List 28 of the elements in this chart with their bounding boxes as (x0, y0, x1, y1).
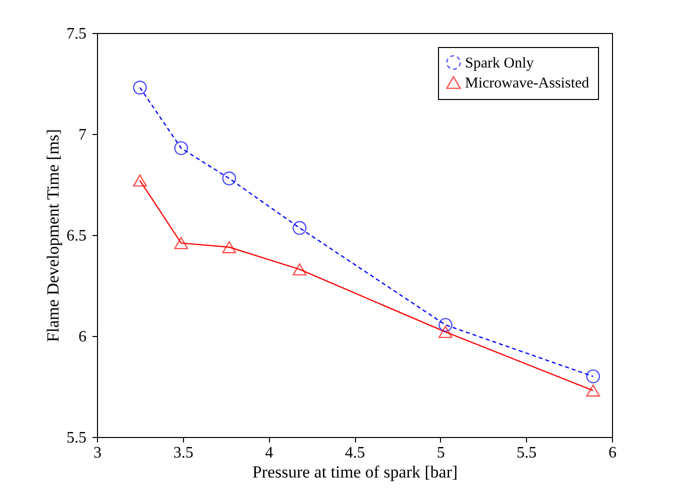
y-tick-label: 7.5 (66, 26, 86, 42)
legend-label: Spark Only (465, 56, 534, 72)
x-tick-label: 5.5 (516, 444, 537, 462)
point (292, 221, 306, 235)
x-tick-label: 6 (608, 444, 616, 462)
x-tick-label: 3.5 (173, 444, 194, 462)
x-axis-title: Pressure at time of spark [bar] (252, 462, 458, 482)
point (438, 318, 452, 332)
point (438, 326, 452, 338)
legend-label: Microwave-Assisted (465, 76, 590, 92)
point (292, 263, 306, 276)
y-tick-label: 6.5 (66, 228, 86, 244)
x-tick-label: 5 (436, 444, 445, 462)
x-tick-label: 4.5 (345, 444, 365, 462)
point (174, 237, 188, 250)
point (586, 384, 600, 397)
point (174, 141, 188, 156)
x-tick-label: 3 (94, 444, 102, 462)
point (132, 174, 147, 187)
point (132, 80, 147, 94)
y-axis-title: Flame Development Time [ms] (44, 129, 62, 342)
point (222, 172, 236, 186)
y-tick-label: 5.5 (66, 430, 86, 446)
y-tick-label: 7 (78, 126, 86, 144)
point (586, 369, 600, 384)
point (222, 241, 236, 254)
y-tick-label: 6 (78, 328, 86, 346)
x-tick-label: 4 (265, 444, 274, 462)
